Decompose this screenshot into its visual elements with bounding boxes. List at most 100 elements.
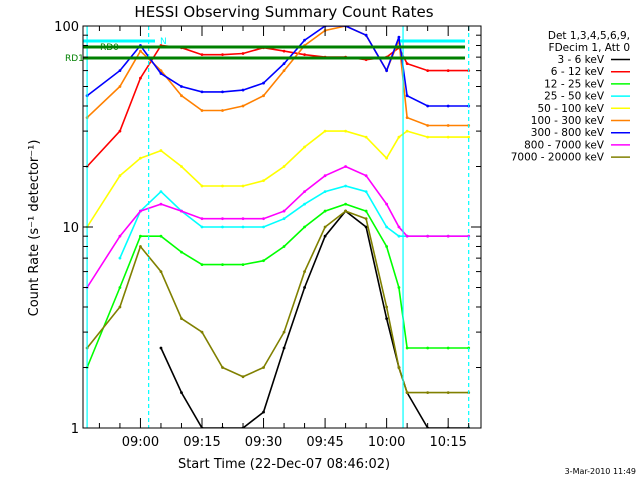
data-point	[221, 217, 224, 221]
data-point	[241, 375, 245, 379]
legend: Det 1,3,4,5,6,9,FDecim 1, Att 03 - 6 keV…	[511, 30, 630, 164]
series-line-2	[86, 203, 469, 368]
data-point	[241, 52, 245, 55]
chart-title: HESSI Observing Summary Count Rates	[134, 3, 433, 21]
data-point	[282, 209, 286, 213]
data-point	[303, 38, 306, 42]
data-point	[241, 225, 245, 229]
data-point	[446, 346, 450, 350]
x-tick-label: 10:00	[368, 435, 405, 450]
series-line-7	[86, 165, 469, 288]
data-point	[118, 129, 122, 133]
legend-entry: 6 - 12 keV	[551, 66, 605, 78]
data-point	[180, 85, 183, 88]
data-point	[467, 135, 471, 139]
series-line-1	[86, 44, 469, 168]
data-point	[241, 217, 245, 221]
data-point	[262, 225, 265, 229]
n-label: N	[160, 37, 167, 47]
data-point	[221, 109, 224, 112]
data-point	[364, 33, 368, 37]
data-point	[262, 410, 265, 414]
data-point	[303, 270, 306, 273]
data-point	[118, 85, 122, 88]
data-point	[323, 234, 327, 238]
x-tick-label: 09:45	[306, 435, 343, 450]
data-point	[262, 217, 265, 221]
data-point	[221, 90, 224, 94]
data-point	[446, 135, 450, 139]
plot-annotations: RD0 RD1 N	[65, 26, 470, 428]
data-point	[303, 190, 306, 194]
data-point	[262, 81, 265, 85]
data-point	[200, 109, 204, 112]
legend-entry: 300 - 800 keV	[531, 127, 605, 139]
data-point	[262, 94, 265, 98]
data-point	[323, 174, 327, 178]
data-point	[282, 217, 286, 221]
data-point	[180, 94, 183, 98]
data-point	[344, 165, 347, 168]
data-point	[397, 286, 401, 289]
data-point	[323, 129, 327, 133]
data-point	[221, 225, 224, 229]
y-tick-label: 1	[71, 422, 79, 437]
data-point	[159, 149, 163, 152]
data-point	[118, 234, 122, 238]
legend-header: FDecim 1, Att 0	[549, 42, 630, 54]
data-point	[139, 234, 142, 238]
data-point	[385, 69, 389, 72]
data-point	[323, 209, 327, 213]
data-point	[323, 190, 327, 194]
data-point	[180, 317, 183, 321]
data-point	[364, 217, 368, 221]
data-point	[159, 346, 163, 350]
data-point	[364, 174, 368, 178]
data-point	[364, 225, 368, 229]
data-point	[426, 124, 430, 127]
data-point	[364, 135, 368, 139]
data-point	[282, 165, 286, 168]
x-axis-label: Start Time (22-Dec-07 08:46:02)	[178, 457, 390, 472]
data-point	[159, 270, 163, 273]
data-point	[200, 217, 204, 221]
data-point	[426, 234, 430, 238]
data-point	[221, 184, 224, 188]
data-point	[139, 156, 142, 160]
data-point	[118, 174, 122, 178]
data-point	[118, 256, 122, 260]
data-point	[118, 305, 122, 309]
data-point	[344, 202, 347, 206]
data-point	[118, 69, 122, 72]
data-point	[282, 69, 286, 72]
data-point	[397, 225, 401, 229]
data-point	[323, 225, 327, 229]
data-point	[303, 53, 306, 57]
plot-lines	[85, 26, 471, 428]
x-tick-label: 09:00	[122, 435, 159, 450]
data-point	[200, 225, 204, 229]
data-point	[385, 305, 389, 309]
data-point	[262, 366, 265, 369]
plot-frame	[82, 25, 482, 429]
data-point	[159, 234, 163, 238]
data-point	[446, 124, 450, 127]
data-point	[344, 129, 347, 133]
data-point	[405, 62, 409, 66]
data-point	[426, 69, 430, 72]
data-point	[180, 250, 183, 254]
series-line-4	[86, 130, 469, 228]
x-tick-label: 09:15	[183, 435, 220, 450]
data-point	[426, 391, 430, 395]
data-point	[405, 346, 409, 350]
data-point	[200, 90, 204, 94]
y-tick-label: 10	[62, 221, 79, 236]
rd1-label: RD1	[65, 54, 84, 64]
data-point	[139, 76, 142, 80]
data-point	[200, 184, 204, 188]
data-point	[241, 104, 245, 108]
legend-header: Det 1,3,4,5,6,9,	[548, 30, 630, 42]
data-point	[397, 234, 401, 238]
data-point	[385, 156, 389, 160]
data-point	[303, 145, 306, 149]
